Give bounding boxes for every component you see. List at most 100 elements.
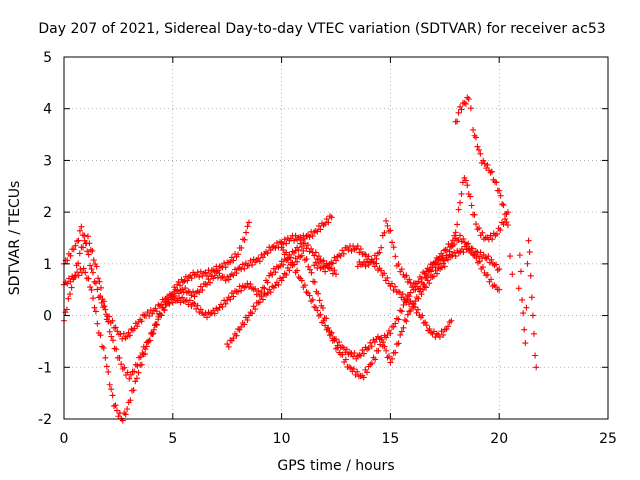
data-point [188,303,195,310]
data-point [298,252,305,259]
data-point [381,343,388,350]
data-point [272,244,279,251]
data-point [207,279,214,286]
data-point [124,333,131,340]
data-point [283,249,290,256]
data-point [309,296,316,303]
data-point [315,290,322,297]
data-point [477,150,484,157]
data-point [484,271,491,278]
data-point [340,250,347,257]
data-point [329,260,336,267]
data-point [517,268,524,275]
data-point [300,247,307,254]
data-point [323,315,330,322]
data-point [467,193,474,200]
data-point [479,229,486,236]
data-point [126,375,133,382]
data-point [269,271,276,278]
data-point [127,371,134,378]
data-point [280,261,287,268]
x-tick-label: 5 [168,431,177,447]
data-point [531,330,538,337]
data-point [520,310,527,317]
data-point [177,299,184,306]
data-point [301,240,308,247]
data-point [67,278,74,285]
data-point [457,103,464,110]
data-point [320,257,327,264]
data-point [457,199,464,206]
data-point [90,257,97,264]
data-point [315,222,322,229]
data-point [364,258,371,265]
data-point [230,293,237,300]
x-tick-label: 0 [60,431,69,447]
data-point [161,307,168,314]
data-point [378,244,385,251]
data-point [476,225,483,232]
data-point [95,275,102,282]
data-point [102,354,109,361]
data-point [119,335,126,342]
data-point [472,134,479,141]
data-point [82,269,89,276]
grid-lines [64,57,608,419]
data-point [72,242,79,249]
data-point [243,229,250,236]
data-point [113,346,120,353]
data-point [93,263,100,270]
data-point [504,222,511,229]
data-point [219,303,226,310]
data-point [488,168,495,175]
data-point [238,266,245,273]
data-point [90,269,97,276]
data-point [292,247,299,254]
data-point [182,285,189,292]
y-tick-label: -1 [38,360,52,376]
data-point [523,304,530,311]
data-point [311,262,318,269]
data-point [309,233,316,240]
data-point [185,301,192,308]
data-point [280,274,287,281]
series-track-i [515,237,540,371]
data-point [524,260,531,267]
data-point [88,286,95,293]
data-point [244,317,251,324]
data-point [133,375,140,382]
data-point [312,249,319,256]
data-point [235,288,242,295]
data-point [146,312,153,319]
data-point [306,233,313,240]
data-point [451,241,458,248]
data-point [392,320,399,327]
data-point [85,275,92,282]
data-point [188,275,195,282]
data-point [235,251,242,258]
data-point [124,405,131,412]
data-point [101,303,108,310]
data-point [100,345,107,352]
x-tick-label: 15 [381,431,399,447]
data-point [461,99,468,106]
data-point [106,313,113,320]
data-point [529,312,536,319]
data-point [471,211,478,218]
data-point [477,249,484,256]
data-point [308,269,315,276]
data-point [196,289,203,296]
data-point [322,268,329,275]
data-point [197,306,204,313]
data-point [395,261,402,268]
data-point [138,318,145,325]
data-point [87,284,94,291]
data-point [438,328,445,335]
data-point [499,201,506,208]
data-point [468,245,475,252]
data-point [135,369,142,376]
data-point [106,328,113,335]
data-point [462,177,469,184]
data-point [395,340,402,347]
